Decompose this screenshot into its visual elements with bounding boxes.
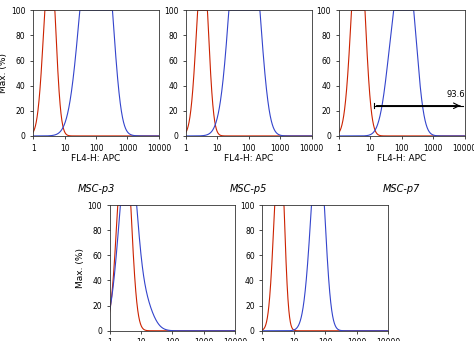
Text: MSC-p5: MSC-p5 (230, 184, 267, 194)
Y-axis label: Max. (%): Max. (%) (0, 53, 8, 93)
X-axis label: FL4-H: APC: FL4-H: APC (377, 154, 426, 163)
Text: MSC-p3: MSC-p3 (77, 184, 115, 194)
Y-axis label: Max. (%): Max. (%) (76, 248, 85, 288)
Text: 93.6: 93.6 (447, 90, 465, 100)
Text: MSC-p7: MSC-p7 (383, 184, 420, 194)
X-axis label: FL4-H: APC: FL4-H: APC (224, 154, 273, 163)
X-axis label: FL4-H: APC: FL4-H: APC (72, 154, 121, 163)
